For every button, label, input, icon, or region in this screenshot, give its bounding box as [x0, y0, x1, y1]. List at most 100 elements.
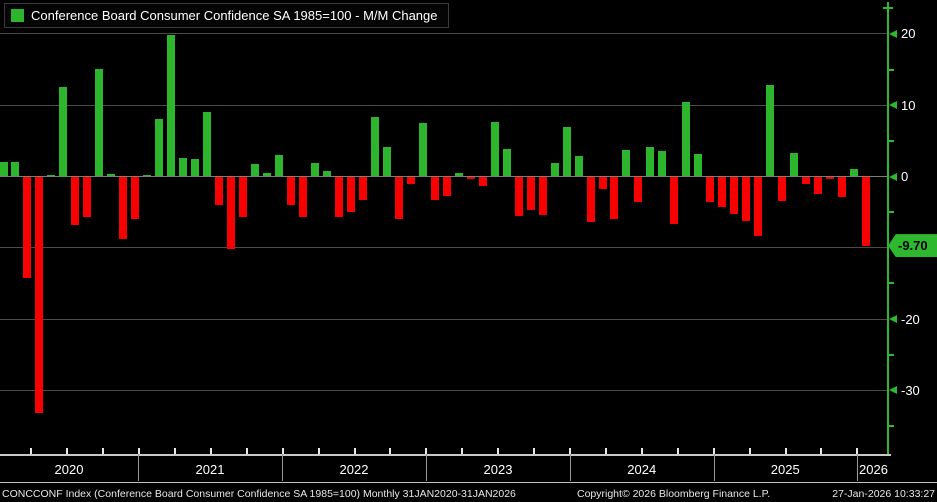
bar — [742, 176, 751, 222]
bar — [107, 174, 116, 177]
bar — [167, 34, 176, 177]
bar — [263, 172, 272, 177]
footer-description: CONCCONF Index (Conference Board Consume… — [2, 488, 516, 500]
bar — [454, 172, 463, 177]
bar — [514, 176, 523, 217]
y-minor-tick — [888, 353, 894, 356]
bar — [227, 176, 236, 249]
year-label: 2020 — [54, 462, 84, 477]
bar — [131, 176, 140, 219]
x-quarter-tick — [30, 447, 33, 454]
year-label: 2025 — [770, 462, 800, 477]
y-tick-label: 20 — [901, 26, 916, 42]
bar — [370, 117, 379, 177]
bar — [346, 176, 355, 213]
y-minor-tick — [888, 68, 894, 71]
y-tick-arrow-icon — [889, 315, 897, 324]
bar — [574, 155, 583, 177]
bar — [658, 150, 667, 177]
y-tick-arrow-icon — [889, 29, 897, 38]
legend-title: Conference Board Consumer Confidence SA … — [31, 8, 438, 23]
bar — [47, 175, 56, 177]
bar — [718, 176, 727, 208]
year-label: 2024 — [627, 462, 657, 477]
bar — [562, 126, 571, 177]
gridline — [0, 389, 888, 391]
footer: CONCCONF Index (Conference Board Consume… — [0, 485, 937, 502]
bar — [191, 158, 200, 177]
bar — [646, 147, 655, 177]
x-quarter-tick — [317, 447, 320, 454]
bar — [406, 176, 415, 184]
bar — [790, 152, 799, 177]
bar — [730, 176, 739, 215]
bar — [502, 148, 511, 177]
x-quarter-tick — [245, 447, 248, 454]
x-quarter-tick — [712, 447, 715, 454]
bar — [287, 176, 296, 206]
bar — [239, 176, 248, 218]
year-separator — [138, 453, 139, 481]
year-label: 2023 — [483, 462, 513, 477]
last-value-badge: -9.70 — [888, 234, 937, 258]
bar — [23, 176, 32, 279]
bar — [466, 176, 475, 180]
bar — [203, 112, 212, 177]
bar — [358, 176, 367, 201]
x-quarter-tick — [138, 447, 140, 454]
bar — [586, 176, 595, 223]
x-quarter-tick — [353, 447, 356, 454]
x-quarter-tick — [461, 447, 464, 454]
year-label: 2021 — [195, 462, 225, 477]
legend-box[interactable]: Conference Board Consumer Confidence SA … — [4, 3, 449, 28]
x-quarter-tick — [856, 447, 859, 454]
x-axis-line — [0, 453, 891, 456]
bar — [215, 176, 224, 206]
x-quarter-tick — [569, 447, 572, 454]
gridline — [0, 104, 888, 106]
bar — [814, 176, 823, 194]
bar — [155, 118, 164, 177]
x-quarter-tick — [425, 447, 428, 454]
y-minor-tick — [888, 282, 894, 285]
bar — [275, 155, 284, 177]
footer-timestamp: 27-Jan-2026 10:33:27 — [832, 488, 935, 500]
y-tick-arrow-icon — [889, 172, 897, 181]
bar — [59, 87, 68, 177]
bar — [83, 176, 92, 218]
year-label: 2026 — [859, 462, 888, 477]
bar — [670, 176, 679, 225]
bar — [766, 84, 775, 177]
y-axis-end-cap — [883, 7, 893, 9]
year-separator — [713, 453, 715, 481]
bar — [334, 176, 343, 218]
bar — [322, 170, 331, 177]
bar — [610, 176, 619, 219]
year-separator — [282, 453, 283, 481]
y-tick-label: -20 — [901, 311, 920, 327]
bar — [622, 150, 631, 177]
legend-swatch-icon — [11, 9, 24, 22]
bar — [634, 176, 643, 203]
bar — [478, 176, 487, 187]
bar — [310, 162, 319, 177]
y-tick-label: 10 — [901, 97, 916, 113]
x-quarter-tick — [748, 447, 751, 454]
y-tick-arrow-icon — [889, 386, 897, 395]
x-quarter-tick — [784, 447, 787, 454]
y-tick-label: 0 — [901, 169, 909, 184]
bar — [706, 176, 715, 203]
bar — [598, 176, 607, 189]
bar — [430, 176, 439, 201]
gridline — [0, 247, 888, 249]
year-label: 2022 — [339, 462, 369, 477]
gridline — [0, 318, 888, 320]
x-quarter-tick — [209, 447, 212, 454]
x-quarter-tick — [640, 447, 643, 454]
x-quarter-tick — [389, 447, 392, 454]
y-tick-label: -30 — [901, 382, 920, 398]
footer-divider — [0, 482, 937, 483]
bar — [862, 176, 871, 246]
